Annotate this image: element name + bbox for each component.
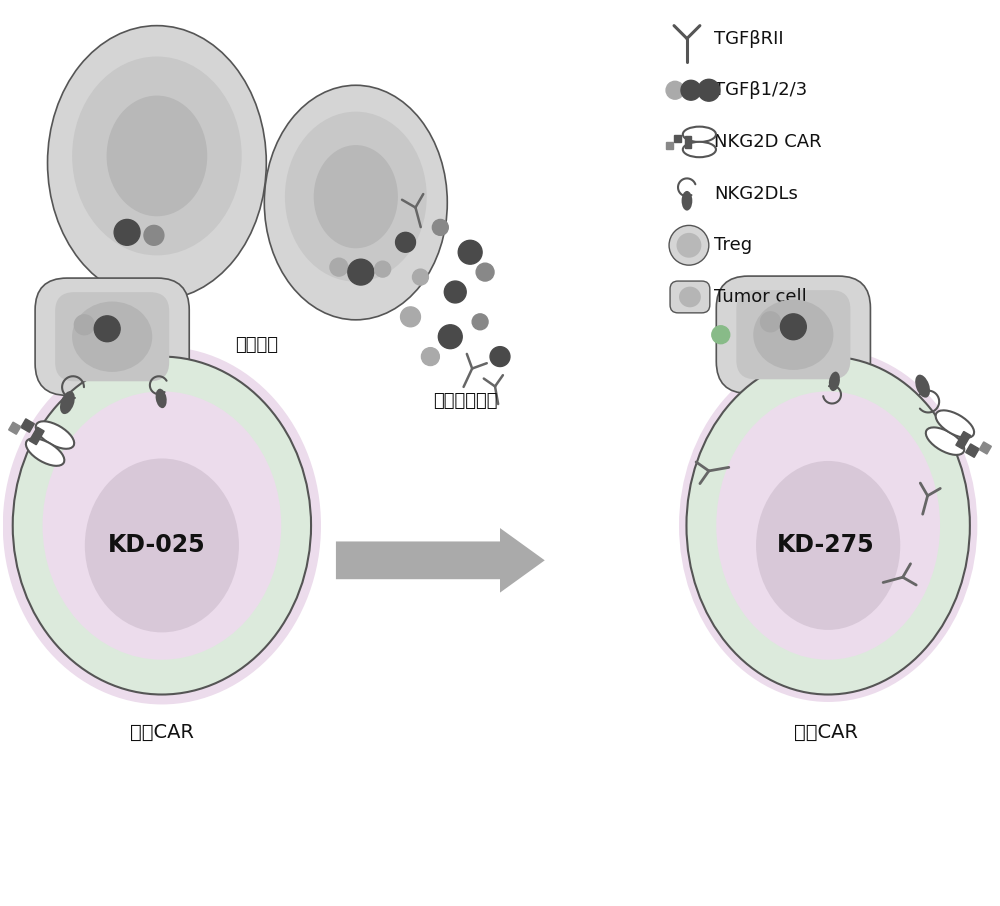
Text: Treg: Treg [714,236,752,255]
Ellipse shape [314,145,398,248]
Ellipse shape [107,96,207,217]
Text: TGFβ1/2/3: TGFβ1/2/3 [714,82,807,100]
Circle shape [681,81,701,101]
Polygon shape [21,419,34,432]
Ellipse shape [26,439,64,466]
Ellipse shape [686,357,970,695]
Circle shape [348,259,374,285]
Ellipse shape [72,302,152,371]
FancyBboxPatch shape [736,290,850,380]
Ellipse shape [36,421,74,448]
Text: NKG2D CAR: NKG2D CAR [714,133,821,151]
Circle shape [74,315,94,334]
Polygon shape [9,422,21,434]
Ellipse shape [682,191,692,210]
Ellipse shape [716,391,940,660]
Polygon shape [685,136,691,148]
Polygon shape [966,444,979,458]
Ellipse shape [683,142,716,158]
Circle shape [375,261,391,277]
Polygon shape [979,442,991,454]
Text: KD-025: KD-025 [108,534,206,557]
Text: KD-275: KD-275 [777,534,875,557]
FancyBboxPatch shape [716,276,870,393]
Text: 武装CAR: 武装CAR [794,723,858,742]
Circle shape [94,316,120,342]
Ellipse shape [156,389,167,409]
FancyBboxPatch shape [55,292,169,381]
Polygon shape [29,427,44,445]
Circle shape [780,313,806,340]
Circle shape [438,324,462,349]
Circle shape [698,80,720,101]
FancyBboxPatch shape [670,281,710,313]
Circle shape [761,312,780,332]
FancyBboxPatch shape [35,278,189,395]
Circle shape [114,219,140,246]
Text: 免疫抑制解除: 免疫抑制解除 [433,392,497,410]
Ellipse shape [679,349,977,702]
Ellipse shape [679,286,701,307]
Polygon shape [956,431,971,449]
Ellipse shape [669,226,709,265]
Circle shape [490,347,510,367]
Circle shape [412,269,428,285]
Ellipse shape [683,127,716,142]
Ellipse shape [936,410,974,438]
Circle shape [712,326,730,343]
Circle shape [666,82,684,99]
Ellipse shape [43,391,281,660]
Ellipse shape [72,56,242,255]
Ellipse shape [264,85,447,320]
Ellipse shape [13,357,311,695]
Circle shape [476,263,494,281]
FancyArrow shape [336,528,545,593]
Text: NKG2DLs: NKG2DLs [714,185,798,203]
Ellipse shape [926,428,964,455]
Ellipse shape [753,300,833,370]
Ellipse shape [915,374,930,398]
Ellipse shape [3,347,321,705]
Text: TGFβRII: TGFβRII [714,30,783,47]
Ellipse shape [60,391,75,414]
Ellipse shape [285,111,427,282]
Circle shape [444,281,466,303]
Circle shape [144,226,164,246]
Text: Tumor cell: Tumor cell [714,288,807,306]
Ellipse shape [829,371,840,391]
Polygon shape [666,142,673,149]
Circle shape [432,219,448,236]
Circle shape [396,232,415,252]
Ellipse shape [677,233,701,257]
Ellipse shape [756,461,900,630]
Polygon shape [674,135,681,142]
Ellipse shape [85,458,239,632]
Circle shape [421,348,439,365]
Circle shape [401,307,420,327]
Ellipse shape [48,25,266,300]
Circle shape [458,240,482,265]
Text: 基础CAR: 基础CAR [130,723,194,742]
Circle shape [472,313,488,330]
Text: 免疫抑制: 免疫抑制 [235,335,278,353]
Circle shape [330,258,348,276]
